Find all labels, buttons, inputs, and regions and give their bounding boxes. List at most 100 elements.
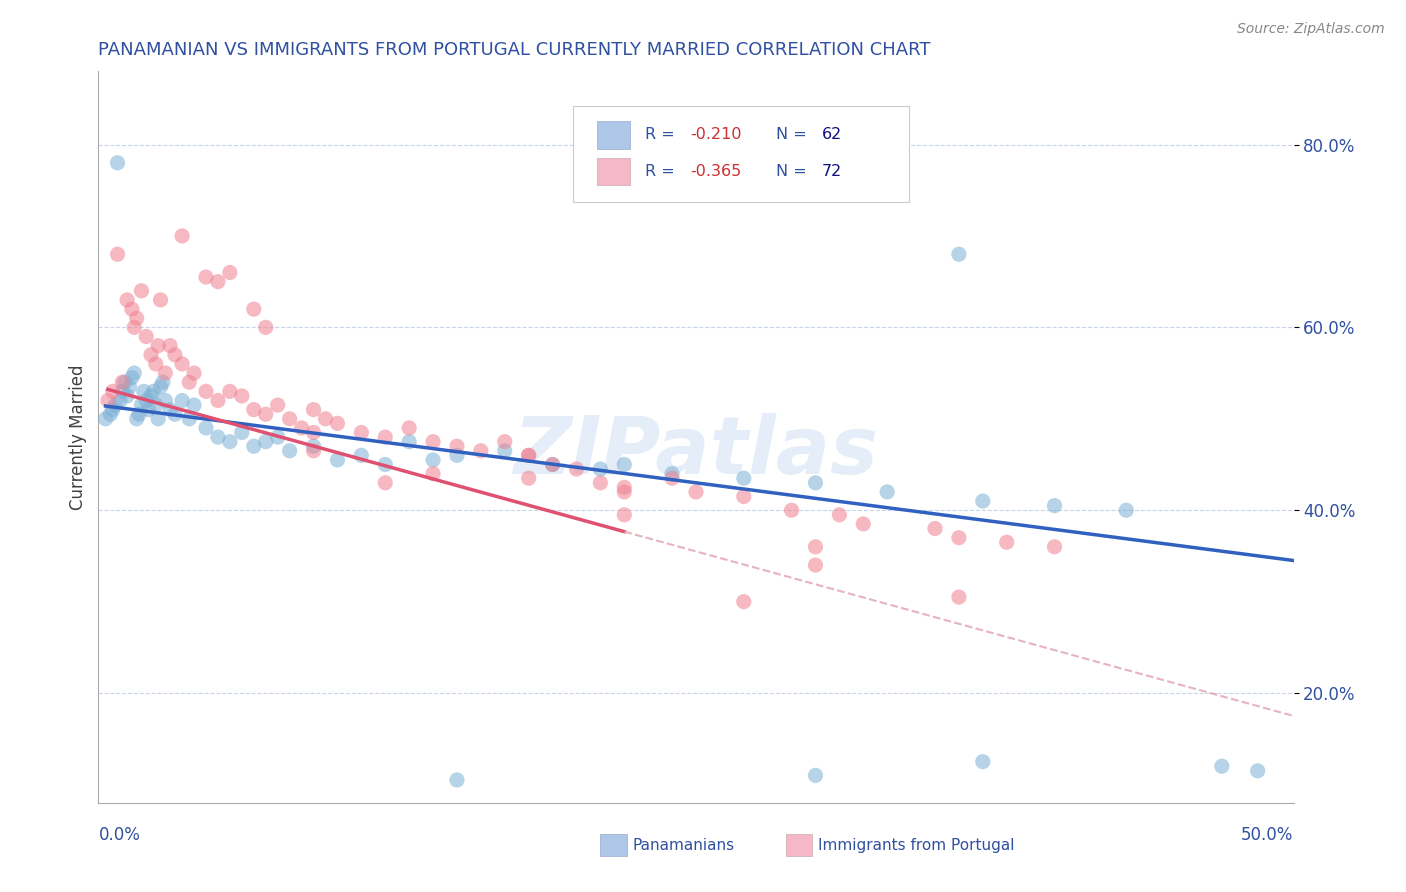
Point <box>589 475 612 490</box>
Point <box>661 471 683 485</box>
Point <box>302 402 325 417</box>
Point <box>278 443 301 458</box>
Text: R =: R = <box>644 128 679 143</box>
Point <box>155 366 177 380</box>
Point <box>179 412 201 426</box>
Point <box>219 434 242 449</box>
Point <box>517 471 540 485</box>
Point <box>446 439 468 453</box>
Point <box>125 311 148 326</box>
Point <box>541 458 564 472</box>
Point <box>972 494 994 508</box>
Point <box>107 156 129 170</box>
Text: N =: N = <box>776 164 811 179</box>
Point <box>179 375 201 389</box>
Point <box>494 443 516 458</box>
Point <box>97 393 120 408</box>
Point <box>326 453 349 467</box>
Point <box>446 772 468 787</box>
Text: PANAMANIAN VS IMMIGRANTS FROM PORTUGAL CURRENTLY MARRIED CORRELATION CHART: PANAMANIAN VS IMMIGRANTS FROM PORTUGAL C… <box>98 41 931 59</box>
Point <box>243 439 266 453</box>
Point <box>302 443 325 458</box>
Point <box>231 389 253 403</box>
Point <box>172 393 194 408</box>
Point <box>131 284 153 298</box>
Point <box>115 293 138 307</box>
Point <box>172 357 194 371</box>
Point <box>101 402 124 417</box>
Point <box>159 402 181 417</box>
Point <box>350 448 373 462</box>
Point <box>733 594 755 608</box>
FancyBboxPatch shape <box>596 158 630 186</box>
Point <box>267 430 290 444</box>
FancyBboxPatch shape <box>600 834 627 856</box>
Point <box>291 421 314 435</box>
Point <box>118 380 141 394</box>
Point <box>135 329 157 343</box>
Point <box>132 384 155 399</box>
Point <box>302 425 325 440</box>
Point <box>804 558 827 573</box>
Point <box>948 531 970 545</box>
Point <box>155 393 177 408</box>
Point <box>876 485 898 500</box>
Point <box>243 402 266 417</box>
Point <box>398 421 420 435</box>
Text: Immigrants from Portugal: Immigrants from Portugal <box>818 838 1014 853</box>
Point <box>948 247 970 261</box>
Point <box>111 375 134 389</box>
Point <box>131 398 153 412</box>
Text: 50.0%: 50.0% <box>1241 826 1294 844</box>
Point <box>517 448 540 462</box>
Point <box>101 384 124 399</box>
Point <box>374 430 396 444</box>
Point <box>115 389 138 403</box>
Text: N =: N = <box>776 128 811 143</box>
Point <box>685 485 707 500</box>
Text: R =: R = <box>644 164 679 179</box>
Point <box>267 398 290 412</box>
Point <box>613 485 636 500</box>
Point <box>145 398 167 412</box>
Text: 62: 62 <box>821 128 842 143</box>
Point <box>302 439 325 453</box>
Point <box>142 384 165 399</box>
Point <box>470 443 492 458</box>
Point <box>149 293 172 307</box>
Text: 0.0%: 0.0% <box>98 826 141 844</box>
Point <box>152 375 174 389</box>
Point <box>163 407 186 421</box>
Point <box>104 398 127 412</box>
Point <box>149 380 172 394</box>
Text: -0.365: -0.365 <box>690 164 741 179</box>
Point <box>924 521 946 535</box>
Point <box>148 412 170 426</box>
Point <box>278 412 301 426</box>
Point <box>243 302 266 317</box>
Point <box>107 247 129 261</box>
Point <box>422 467 444 481</box>
Y-axis label: Currently Married: Currently Married <box>69 364 87 510</box>
Point <box>159 338 181 352</box>
Point <box>326 417 349 431</box>
Point <box>254 434 277 449</box>
Point <box>163 348 186 362</box>
Point <box>172 229 194 244</box>
FancyBboxPatch shape <box>572 106 908 202</box>
Point <box>422 434 444 449</box>
Point <box>517 448 540 462</box>
Point <box>219 384 242 399</box>
Point <box>121 370 143 384</box>
Point <box>138 402 160 417</box>
Point <box>733 471 755 485</box>
Point <box>94 412 117 426</box>
Point <box>804 475 827 490</box>
Point <box>183 398 205 412</box>
Point <box>1247 764 1270 778</box>
Point <box>374 475 396 490</box>
Point <box>315 412 337 426</box>
Point <box>128 407 150 421</box>
Text: Source: ZipAtlas.com: Source: ZipAtlas.com <box>1237 22 1385 37</box>
Point <box>995 535 1018 549</box>
